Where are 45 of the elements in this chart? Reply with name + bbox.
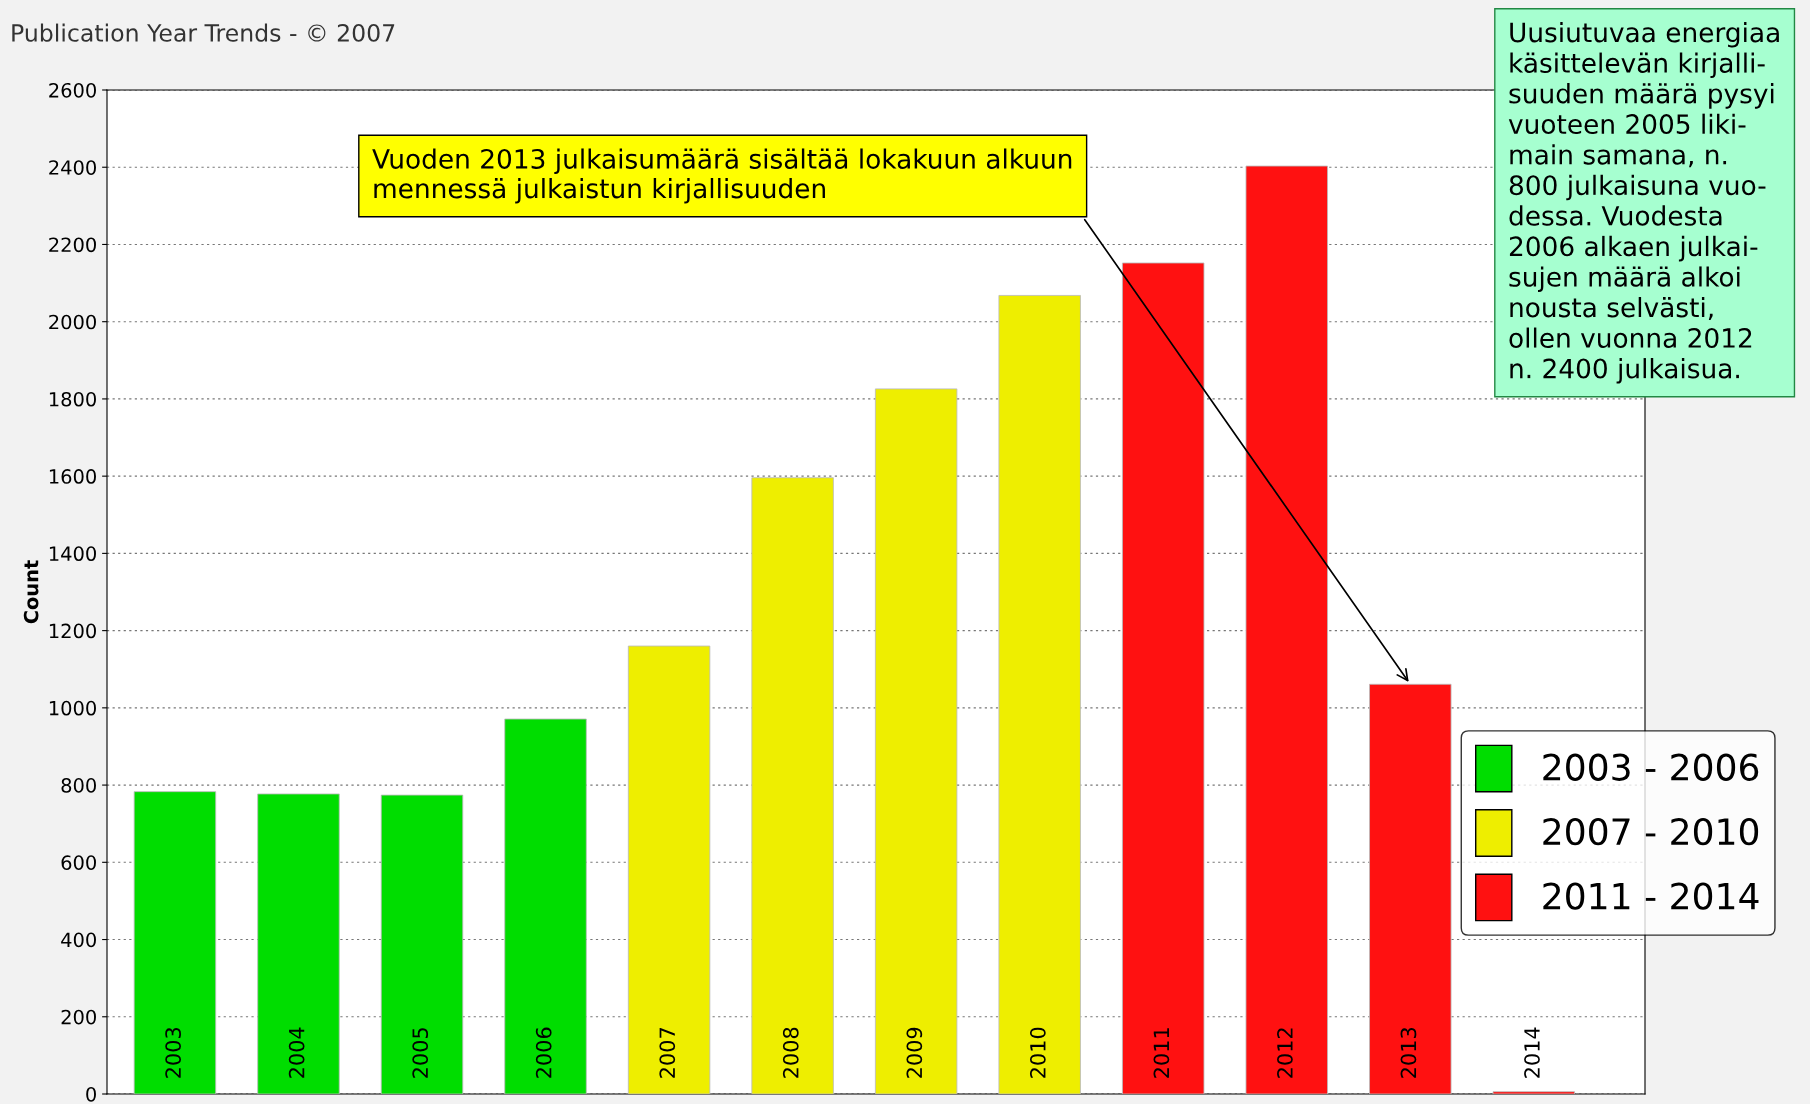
x-tick-label: 2003 — [165, 1027, 181, 1078]
bar — [504, 718, 587, 1094]
x-tick-label: 2009 — [906, 1027, 923, 1078]
y-tick-label: 0 — [86, 1086, 96, 1102]
x-tick-label: 2005 — [412, 1028, 429, 1078]
y-tick-label: 1600 — [49, 469, 96, 484]
bar — [1122, 262, 1205, 1094]
y-tick-label: 2400 — [49, 160, 96, 175]
bar — [257, 793, 340, 1094]
bar — [1492, 1091, 1576, 1094]
x-tick-label: 2013 — [1400, 1027, 1417, 1078]
bar — [1245, 165, 1328, 1094]
x-tick-label: 2011 — [1153, 1028, 1170, 1078]
y-tick-label: 2600 — [49, 82, 96, 98]
y-tick-label: 1800 — [49, 391, 96, 407]
x-tick-label: 2004 — [288, 1027, 305, 1078]
y-tick-label: 1200 — [49, 623, 96, 639]
bar — [627, 645, 711, 1094]
bar — [380, 794, 464, 1094]
x-tick-label: 2010 — [1029, 1027, 1046, 1078]
text: Uusiutuvaa energiaa käsittelevän kirjalli- suuden määrä pysyi vuoteen 2005 liki- main samana, n. 800 julkaisuna vuo- dessa. Vuodesta 2006 alkaen julkai- sujen määrä alkoi nousta selvästi, ollen vuonna 2012 n. 2400 julkaisua. — [1508, 22, 1779, 384]
bar — [751, 477, 834, 1094]
x-tick-label: 2007 — [659, 1028, 676, 1078]
y-tick-label: 600 — [61, 855, 96, 870]
bar — [998, 295, 1081, 1094]
legend-label: 2011 - 2014 — [1543, 882, 1759, 910]
y-tick-label: 200 — [61, 1009, 96, 1025]
y-tick-label: 2000 — [49, 314, 96, 330]
bar — [1369, 683, 1452, 1094]
x-tick-label: 2006 — [535, 1027, 552, 1078]
y-axis-title: Count — [23, 560, 39, 624]
y-tick-label: 1400 — [49, 546, 96, 562]
x-tick-label: 2012 — [1277, 1028, 1293, 1078]
x-tick-label: 2014 — [1524, 1027, 1540, 1078]
chart-title: Publication Year Trends - © 2007 — [12, 23, 395, 42]
y-tick-label: 400 — [61, 932, 96, 948]
x-tick-label: 2008 — [782, 1027, 799, 1078]
y-tick-label: 2200 — [49, 237, 96, 253]
annotation: Vuoden 2013 julkaisumäärä sisältää lokakuun alkuun mennessä julkaistun kirjallisuuden — [372, 148, 1072, 204]
legend-label: 2003 - 2006 — [1543, 753, 1759, 781]
y-tick-label: 800 — [61, 778, 96, 793]
y-tick-label: 1000 — [49, 700, 96, 716]
bar — [874, 388, 958, 1094]
legend-label: 2007 - 2010 — [1543, 818, 1759, 846]
bar — [133, 791, 217, 1094]
